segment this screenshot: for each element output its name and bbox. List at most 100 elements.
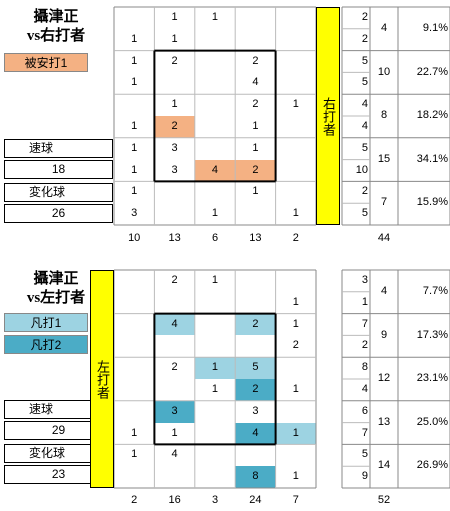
grid-value: 2 [171, 361, 178, 374]
grid-value: 1 [292, 98, 299, 111]
grid-value: 1 [252, 141, 259, 154]
grid-value: 2 [171, 120, 178, 132]
grid-value: 1 [171, 98, 178, 111]
pair-sum: 14 [377, 459, 391, 472]
row-sum: 5 [361, 448, 368, 461]
grid-value: 1 [131, 163, 138, 176]
pair-sum: 8 [380, 109, 388, 122]
highlight-cell [235, 422, 276, 445]
grid-value: 2 [252, 54, 259, 67]
grid-value: 4 [252, 426, 259, 439]
total-count: 52 [377, 494, 391, 506]
row-sum: 5 [361, 54, 368, 67]
pair-percent: 34.1% [416, 152, 448, 165]
grid-value: 2 [252, 163, 259, 176]
row-sum: 10 [355, 163, 368, 176]
row-sum: 4 [361, 120, 368, 132]
grid-value: 3 [171, 163, 178, 176]
pair-percent: 15.9% [416, 196, 448, 209]
pitch-type-count: 26 [4, 204, 113, 223]
row-sum: 7 [361, 426, 368, 439]
grid-value: 1 [211, 11, 219, 23]
pair-percent: 7.7% [422, 284, 448, 297]
grid-value: 1 [292, 426, 299, 439]
grid-value: 1 [252, 185, 259, 198]
grid-value: 8 [252, 470, 259, 483]
grid-value: 1 [171, 11, 178, 23]
grid-value: 1 [211, 361, 219, 374]
column-sum: 13 [249, 232, 262, 244]
row-sum: 2 [361, 11, 368, 23]
grid-value: 1 [252, 120, 259, 132]
grid-value: 1 [292, 295, 299, 308]
grid-value: 4 [211, 163, 219, 176]
grid-value: 2 [252, 383, 259, 395]
grid-value: 1 [292, 207, 299, 220]
column-sum: 6 [211, 232, 219, 244]
grid-value: 1 [131, 448, 138, 461]
grid-value: 2 [252, 98, 259, 111]
pair-percent: 25.0% [416, 415, 448, 428]
grid-value: 1 [131, 32, 138, 45]
row-sum: 6 [361, 404, 368, 417]
legend-item: 凡打1 [4, 313, 88, 332]
grid-value: 1 [131, 185, 138, 198]
highlight-cell [154, 313, 195, 336]
column-sum: 2 [131, 494, 138, 506]
row-sum: 2 [361, 32, 368, 45]
pair-percent: 17.3% [416, 328, 448, 341]
row-sum: 8 [361, 361, 368, 374]
legend-item: 被安打1 [4, 53, 88, 72]
pair-percent: 9.1% [422, 21, 448, 34]
pair-percent: 23.1% [416, 372, 448, 385]
grid-value: 4 [171, 317, 178, 330]
grid-value: 1 [292, 470, 299, 483]
grid-value: 5 [252, 361, 259, 374]
grid-value: 1 [171, 426, 178, 439]
highlight-cell [235, 313, 276, 336]
grid-value: 1 [211, 383, 219, 395]
grid-value: 1 [131, 76, 138, 89]
total-count: 44 [377, 232, 391, 244]
grid-value: 1 [211, 207, 219, 220]
pair-sum: 12 [377, 372, 391, 385]
grid-value: 1 [131, 426, 138, 439]
row-sum: 3 [361, 274, 368, 286]
pair-sum: 7 [380, 196, 388, 209]
pair-percent: 18.2% [416, 109, 448, 122]
highlight-cell [235, 466, 276, 488]
grid-value: 2 [171, 274, 178, 286]
row-sum: 4 [361, 383, 368, 395]
highlight-cell [154, 400, 195, 423]
chart-title: 攝津正 [33, 271, 79, 287]
grid-value: 3 [171, 141, 178, 154]
chart-subtitle: vs右打者 [26, 28, 86, 44]
pair-sum: 15 [377, 152, 391, 165]
pair-sum: 4 [380, 21, 388, 34]
column-sum: 7 [292, 494, 299, 506]
row-sum: 9 [361, 470, 368, 483]
grid-value: 1 [171, 32, 178, 45]
highlight-cell [235, 357, 276, 379]
row-sum: 2 [361, 339, 368, 352]
pair-percent: 22.7% [416, 65, 448, 78]
row-sum: 5 [361, 207, 368, 220]
row-sum: 5 [361, 141, 368, 154]
grid-value: 4 [171, 448, 178, 461]
pitch-type-label: 変化球 [4, 183, 113, 202]
grid-value: 3 [252, 404, 259, 417]
pitch-type-count: 18 [4, 160, 113, 179]
row-sum: 1 [361, 295, 368, 308]
grid-value: 2 [171, 54, 178, 67]
grid-value: 1 [131, 141, 138, 154]
pair-sum: 10 [377, 65, 391, 78]
row-sum: 5 [361, 76, 368, 89]
pitch-type-label: 速球 [4, 139, 113, 158]
grid-value: 1 [292, 317, 299, 330]
grid-value: 1 [292, 383, 299, 395]
grid-value: 2 [252, 317, 259, 330]
column-sum: 13 [168, 232, 181, 244]
legend-item: 凡打2 [4, 335, 88, 354]
row-sum: 2 [361, 185, 368, 198]
